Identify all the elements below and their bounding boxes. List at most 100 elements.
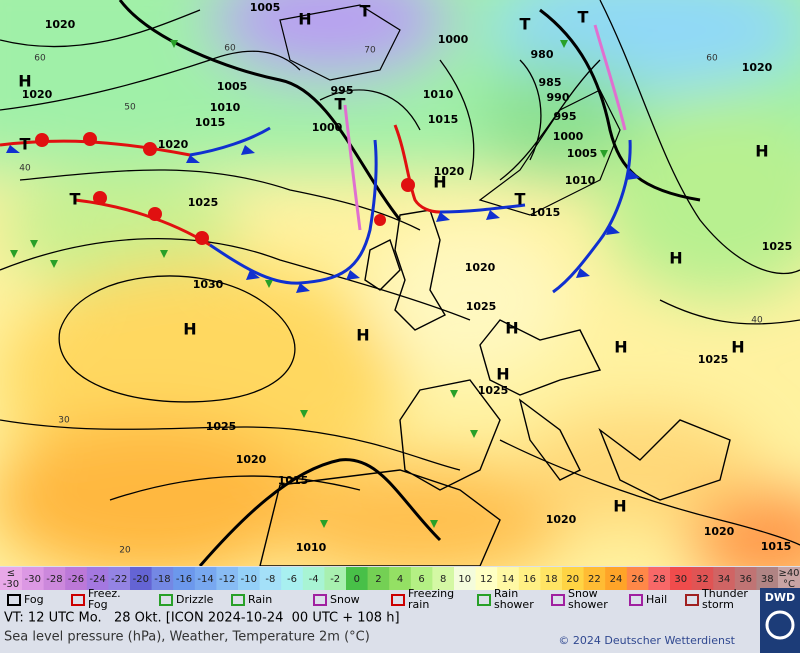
scale-label: -30 xyxy=(3,579,19,590)
scale-cell xyxy=(259,567,282,590)
isobar-label: 985 xyxy=(539,76,562,89)
legend-label: Freezing xyxy=(408,587,454,600)
pressure-center: H xyxy=(505,319,518,338)
scale-cell xyxy=(324,567,347,590)
scale-label: -4 xyxy=(309,574,319,585)
isobar-label: 1025 xyxy=(188,196,219,209)
scale-cell xyxy=(691,567,714,590)
scale-label: 4 xyxy=(397,574,403,585)
isobar-label: 1030 xyxy=(193,278,224,291)
legend-icon xyxy=(685,594,699,606)
isobar-label: 1025 xyxy=(762,240,793,253)
pressure-center: T xyxy=(20,135,31,154)
legend-label: Thunder xyxy=(701,587,748,600)
isobar-label: 995 xyxy=(331,84,354,97)
isobar-label: 1005 xyxy=(250,1,281,14)
isobar-label: 1010 xyxy=(423,88,454,101)
isobar-label: 1020 xyxy=(236,453,267,466)
scale-label: 16 xyxy=(523,574,536,585)
isobar-label: 1015 xyxy=(195,116,226,129)
pressure-center: H xyxy=(433,173,446,192)
scale-cell xyxy=(194,567,217,590)
scale-cell xyxy=(86,567,109,590)
isobar-label: 980 xyxy=(531,48,554,61)
pressure-center: H xyxy=(18,72,31,91)
scale-cell xyxy=(367,567,390,590)
legend-label: Drizzle xyxy=(176,593,214,606)
isobar-label: 1010 xyxy=(296,541,327,554)
pressure-center: H xyxy=(356,326,369,345)
scale-label: -26 xyxy=(68,574,84,585)
scale-cell xyxy=(302,567,325,590)
scale-label: 36 xyxy=(739,574,752,585)
isotherm-label: 60 xyxy=(706,54,718,64)
pressure-center: T xyxy=(70,190,81,209)
legend-icon xyxy=(71,594,85,606)
scale-cell xyxy=(518,567,541,590)
scale-label: 10 xyxy=(458,574,471,585)
legend-label: shower xyxy=(494,598,534,611)
scale-label: 38 xyxy=(761,574,774,585)
isotherm-label: 50 xyxy=(124,103,136,113)
scale-label: 28 xyxy=(653,574,666,585)
isobar-label: 1000 xyxy=(438,33,469,46)
scale-label: -16 xyxy=(176,574,192,585)
pressure-center: H xyxy=(298,10,311,29)
legend-icon xyxy=(477,594,491,606)
scale-cell xyxy=(389,567,412,590)
logo-icon xyxy=(765,610,795,640)
scale-cell xyxy=(43,567,66,590)
scale-cell xyxy=(756,567,779,590)
isobar-label: 1015 xyxy=(278,474,309,487)
scale-label: ≤ xyxy=(7,568,15,579)
isobar-label: 1020 xyxy=(158,138,189,151)
scale-label: 2 xyxy=(375,574,381,585)
isobar-label: 1020 xyxy=(434,165,465,178)
isobar-label: 1005 xyxy=(217,80,248,93)
scale-label: 26 xyxy=(631,574,644,585)
legend-label: Snow xyxy=(330,593,360,606)
isobar-label: 1015 xyxy=(530,206,561,219)
scale-label: -14 xyxy=(197,574,213,585)
legend-label: storm xyxy=(702,598,734,611)
legend-label: Rain xyxy=(248,593,272,606)
scale-cell xyxy=(497,567,520,590)
isobar-label: 1000 xyxy=(312,121,343,134)
legend-label: rain xyxy=(408,598,429,611)
scale-label: 34 xyxy=(718,574,731,585)
scale-cell xyxy=(22,567,45,590)
legend-icon xyxy=(313,594,327,606)
isobar-label: 995 xyxy=(554,110,577,123)
scale-label: -12 xyxy=(219,574,235,585)
isotherm-label: 70 xyxy=(364,46,376,56)
pressure-center: H xyxy=(669,249,682,268)
legend: Fog Freez.Fog Drizzle Rain Snow FreezingrainR… xyxy=(7,587,748,611)
scale-label: -8 xyxy=(265,574,275,585)
copyright: © 2024 Deutscher Wetterdienst xyxy=(558,634,735,647)
pressure-center: H xyxy=(613,497,626,516)
scale-cell xyxy=(108,567,131,590)
pressure-center: H xyxy=(731,338,744,357)
scale-cell xyxy=(281,567,304,590)
isobar-label: 1020 xyxy=(22,88,53,101)
legend-icon xyxy=(391,594,405,606)
pressure-center: H xyxy=(614,338,627,357)
isobar-label: 1020 xyxy=(546,513,577,526)
isobar-label: 1010 xyxy=(565,174,596,187)
isobar-label: 1025 xyxy=(698,353,729,366)
scale-cell xyxy=(410,567,433,590)
scale-label: -2 xyxy=(330,574,340,585)
scale-cell xyxy=(173,567,196,590)
scale-cell xyxy=(670,567,693,590)
pressure-center: T xyxy=(578,8,589,27)
scale-cell xyxy=(475,567,498,590)
scale-label: 6 xyxy=(418,574,424,585)
pressure-center: T xyxy=(515,190,526,209)
scale-label: 12 xyxy=(480,574,493,585)
isotherm-label: 60 xyxy=(34,54,46,64)
scale-cell xyxy=(454,567,477,590)
isotherm-label: 40 xyxy=(19,164,31,174)
legend-icon xyxy=(231,594,245,606)
color-scale: ≤-30 -30 -28 -26 -24 -22 -20 -18 -16 -14 -12 -10 -8-… xyxy=(0,567,800,590)
